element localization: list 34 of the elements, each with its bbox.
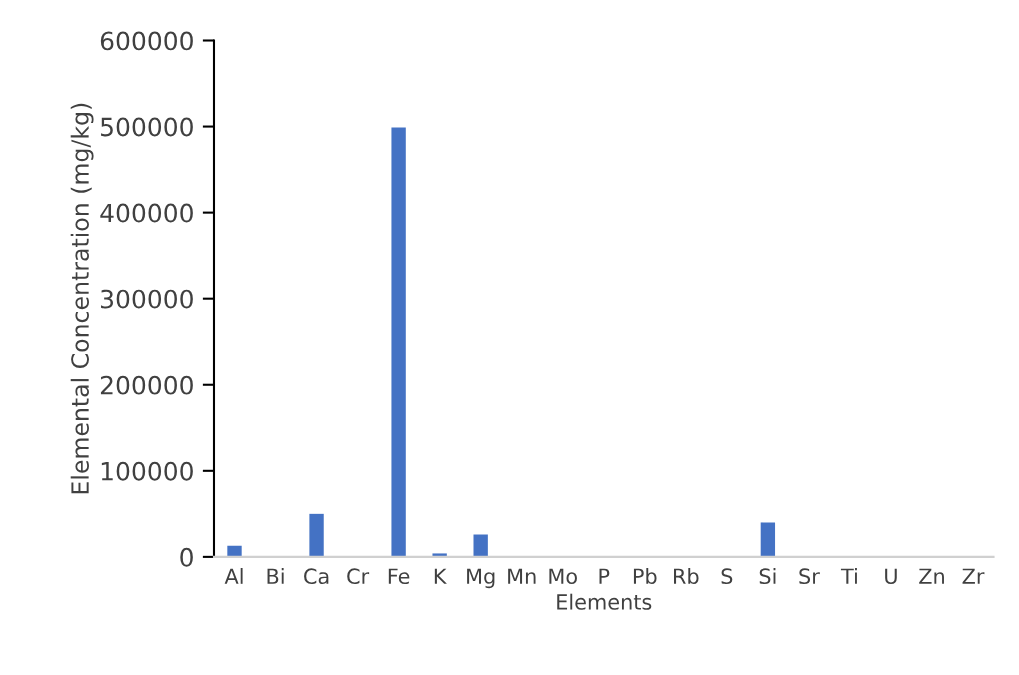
- x-tick-label: Mg: [467, 568, 495, 589]
- y-tick-label: 0: [180, 547, 193, 567]
- x-tick-label: Rb: [674, 567, 699, 585]
- x-tick-label: P: [599, 568, 610, 584]
- x-tick-label: Al: [224, 567, 243, 584]
- x-tick-label: Si: [759, 567, 776, 585]
- y-tick-label: 300000: [101, 289, 193, 309]
- y-axis-title: Elemental Concentration (mg/kg): [70, 103, 94, 494]
- x-tick-label: U: [885, 568, 897, 585]
- y-tick-label: 100000: [101, 461, 193, 481]
- bar: [391, 127, 406, 557]
- bar: [227, 545, 242, 557]
- bar: [309, 513, 324, 557]
- x-tick-label: Pb: [633, 567, 657, 585]
- y-tick-label: 600000: [100, 31, 193, 51]
- x-tick-label: Bi: [267, 567, 284, 584]
- x-tick-label: Ti: [840, 567, 857, 584]
- x-tick-label: K: [434, 568, 447, 584]
- y-tick-label: 200000: [100, 375, 193, 395]
- x-tick-label: Fe: [388, 568, 410, 585]
- x-tick-label: Mn: [508, 568, 536, 584]
- bar: [432, 553, 447, 557]
- x-tick-label: Ca: [304, 568, 329, 585]
- x-tick-label: Mo: [549, 568, 577, 585]
- y-tick-label: 500000: [101, 117, 193, 137]
- bar: [473, 534, 488, 557]
- y-tick-label: 400000: [100, 203, 193, 223]
- bar: [760, 522, 776, 557]
- x-tick-label: Zr: [962, 568, 985, 584]
- x-tick-label: Sr: [799, 568, 820, 585]
- x-axis-title: Elements: [557, 593, 652, 610]
- x-tick-label: S: [721, 568, 733, 585]
- x-tick-label: Cr: [347, 568, 370, 585]
- x-tick-label: Zn: [919, 568, 944, 584]
